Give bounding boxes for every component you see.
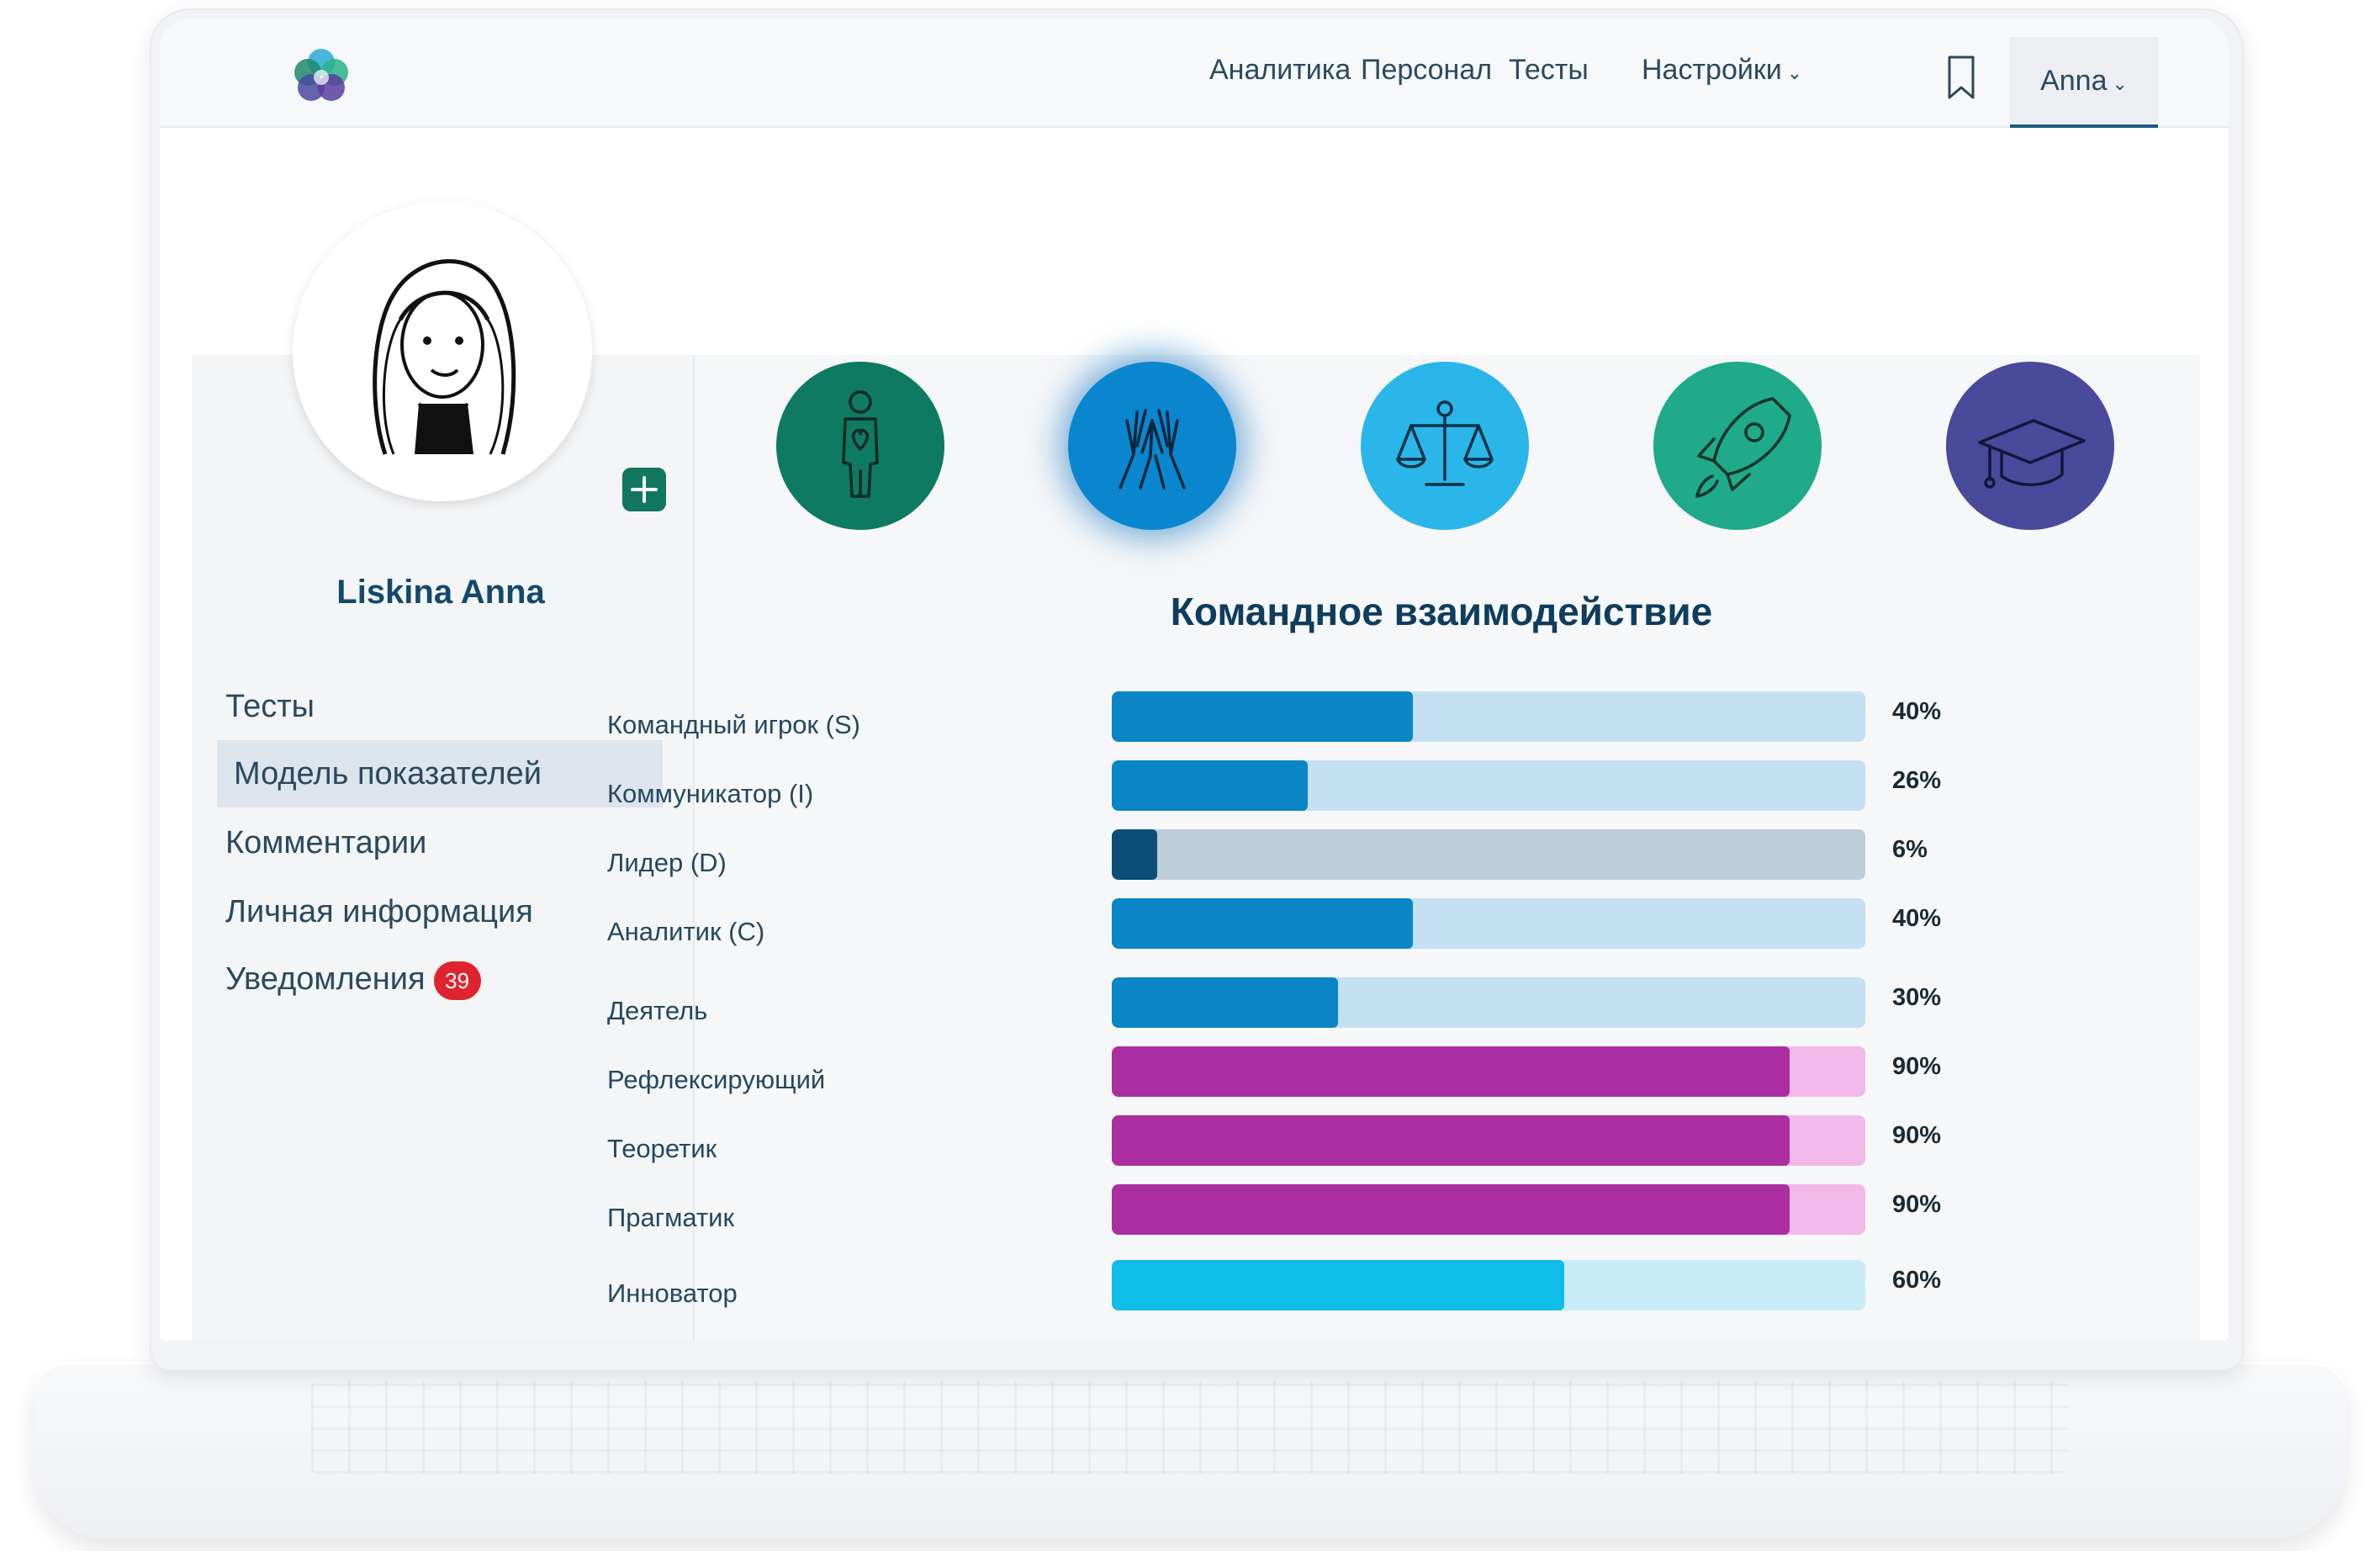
nav-tests[interactable]: Тесты [1509,54,1589,86]
metric-value: 6% [1892,836,1928,863]
metric-value: 26% [1892,767,1942,794]
metric-label: Теоретик [607,1134,717,1163]
keyboard [311,1381,2069,1474]
rocket-icon [1695,397,1791,498]
metric-bar-fill [1112,829,1157,880]
metric-label: Командный игрок (S) [607,710,860,739]
chevron-down-icon: ⌄ [2112,73,2128,94]
metric-bar-track [1112,829,1865,880]
metric-value: 30% [1892,984,1942,1011]
metric-bar-fill [1112,1115,1790,1166]
metric-bar-track [1112,977,1865,1028]
metric-bar-fill [1112,691,1414,742]
metric-label: Инноватор [607,1278,738,1308]
category-teamwork[interactable] [1068,362,1236,530]
metric-bar-track [1112,1260,1865,1310]
avatar-illustration [373,259,516,455]
metric-value: 90% [1892,1122,1942,1149]
metric-bar-track [1112,898,1865,949]
bookmark-icon[interactable] [1944,54,1978,101]
metric-bar-fill [1112,1046,1790,1097]
metric-label: Деятель [607,996,708,1025]
avatar[interactable] [293,202,592,501]
sidebar-item-notifications[interactable]: Уведомления 39 [209,945,654,1013]
metric-value: 90% [1892,1191,1942,1218]
sidebar-item-comments[interactable]: Комментарии [225,825,427,860]
category-ethics[interactable] [1361,362,1529,530]
laptop-base [34,1363,2346,1539]
metric-value: 90% [1892,1053,1942,1080]
user-name: Liskina Anna [336,574,545,611]
metric-bar-track [1112,691,1865,742]
notification-badge: 39 [433,961,481,1000]
high-five-icon [1119,409,1186,490]
metric-bar-fill [1112,1260,1564,1310]
person-heart-icon [842,390,879,498]
metric-label: Рефлексирующий [607,1065,826,1094]
metric-bar-track [1112,1046,1865,1097]
chevron-down-icon: ⌄ [1786,62,1803,83]
nav-settings-label: Настройки [1642,54,1782,86]
metric-bar-fill [1112,977,1338,1028]
metric-bar-track [1112,1115,1865,1166]
sidebar-item-indicator-model[interactable]: Модель показателей [217,740,663,807]
app-logo[interactable] [288,44,355,111]
nav-staff[interactable]: Персонал [1361,54,1493,86]
metric-label: Прагматик [607,1203,735,1232]
metric-value: 60% [1892,1267,1942,1294]
nav-analytics[interactable]: Аналитика [1209,54,1351,86]
metric-value: 40% [1892,905,1942,932]
sidebar-item-personal-info[interactable]: Личная информация [225,894,533,929]
section-title: Командное взаимодействие [1170,590,1713,633]
metric-value: 40% [1892,698,1942,725]
category-personal[interactable] [776,362,944,530]
category-education[interactable] [1946,362,2114,530]
nav-settings[interactable]: Настройки ⌄ [1642,54,1802,93]
metric-label: Коммуникатор (I) [607,779,814,808]
sidebar-item-tests[interactable]: Тесты [225,689,315,724]
metric-bar-track [1112,760,1865,811]
scales-icon [1396,400,1494,486]
user-menu[interactable]: Anna ⌄ [2010,37,2158,128]
metric-label: Аналитик (C) [607,917,765,946]
metric-bar-fill [1112,898,1414,949]
graduation-cap-icon [1978,419,2086,489]
metric-bar-fill [1112,760,1308,811]
profile-sidebar [192,355,695,1341]
top-navbar: Аналитика Персонал Тесты Настройки ⌄ Anna… [160,19,2229,128]
add-photo-button[interactable] [622,468,666,511]
category-innovation[interactable] [1653,362,1822,530]
metric-label: Лидер (D) [607,848,727,877]
metric-bar-fill [1112,1184,1790,1235]
sidebar-item-label: Уведомления [225,961,426,997]
user-menu-label: Anna [2040,65,2108,97]
metric-bar-track [1112,1184,1865,1235]
